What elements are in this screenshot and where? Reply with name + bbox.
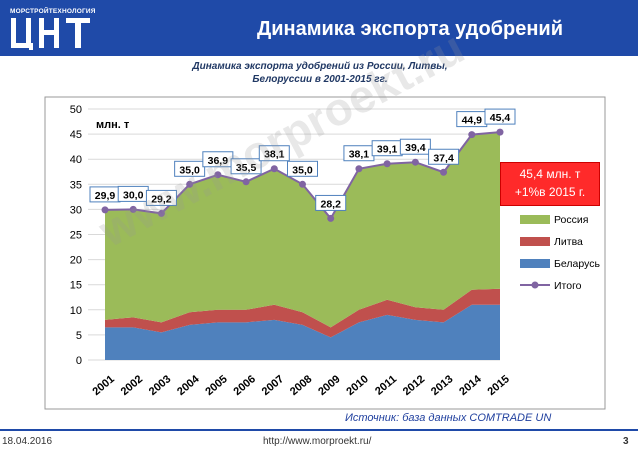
total-point [327, 214, 335, 222]
data-label-box [428, 148, 460, 165]
total-point [129, 205, 137, 213]
area-Литва [105, 288, 500, 338]
data-label: 35,5 [236, 162, 257, 174]
data-label-box [287, 160, 318, 177]
total-point [440, 168, 448, 176]
y-tick-label: 5 [76, 330, 82, 342]
legend-label: Россия [554, 214, 588, 226]
data-label-box [399, 138, 431, 155]
company-logo: МОРСТРОЙТЕХНОЛОГИЯ [3, 3, 97, 51]
total-point [157, 209, 165, 217]
legend-label: Беларусь [554, 258, 600, 270]
total-point [270, 165, 278, 173]
y-tick-label: 35 [70, 179, 82, 191]
total-point [214, 171, 222, 179]
total-point [299, 180, 306, 188]
y-tick-label: 25 [70, 230, 82, 242]
data-label: 36,9 [208, 155, 229, 167]
y-tick-label: 0 [76, 355, 82, 367]
legend-marker [531, 281, 539, 289]
slide-title: Динамика экспорта удобрений [256, 18, 564, 40]
y-tick-label: 50 [70, 104, 82, 116]
data-label-box [484, 108, 516, 125]
data-label: 45,4 [490, 112, 511, 124]
source-note: Источник: база данных COMTRADE UN [345, 412, 552, 424]
data-label: 38,1 [349, 149, 370, 161]
logo-mark-icon [11, 18, 90, 50]
data-label-box [258, 145, 290, 162]
data-label-box [145, 189, 177, 206]
y-tick-label: 40 [70, 154, 82, 166]
data-label: 28,2 [320, 198, 341, 210]
area-Беларусь [105, 304, 500, 360]
y-axis-label: млн. т [96, 119, 130, 131]
y-tick-label: 20 [70, 255, 82, 267]
data-label: 29,9 [95, 190, 116, 202]
data-label: 30,0 [123, 189, 144, 201]
data-label: 44,9 [462, 115, 483, 127]
total-point [496, 128, 504, 136]
total-point [101, 206, 109, 214]
data-label: 37,4 [433, 152, 454, 164]
y-tick-label: 45 [70, 129, 82, 141]
y-tick-label: 30 [70, 204, 82, 216]
data-label-box [174, 160, 206, 177]
y-tick-label: 10 [70, 305, 82, 317]
legend-swatch [520, 215, 550, 224]
total-point [186, 180, 194, 188]
total-point [355, 165, 363, 173]
page-number: 3 [623, 436, 629, 447]
footer-url[interactable]: http://www.morproekt.ru/ [263, 436, 372, 447]
data-label: 39,4 [405, 142, 426, 154]
chart-title-line-2: Белоруссии в 2001-2015 гг. [252, 74, 388, 85]
footer-date: 18.04.2016 [2, 436, 53, 447]
data-label: 39,1 [377, 144, 398, 156]
total-point [383, 160, 391, 168]
data-label-box [315, 194, 347, 211]
total-point [411, 158, 419, 166]
callout-2015: 45,4 млн. т +1%в 2015 г. [500, 162, 600, 206]
legend-swatch [520, 259, 550, 268]
logo-caption: МОРСТРОЙТЕХНОЛОГИЯ [10, 8, 96, 15]
data-label: 29,2 [151, 193, 172, 205]
legend-label: Литва [554, 236, 583, 248]
data-label: 35,0 [292, 164, 313, 176]
footer: 18.04.2016 http://www.morproekt.ru/ 3 [0, 429, 638, 453]
area-Россия [105, 132, 500, 328]
header-band [0, 0, 638, 56]
callout-line-1: 45,4 млн. т [519, 167, 581, 181]
total-point [242, 178, 250, 186]
y-tick-label: 15 [70, 280, 82, 292]
legend-swatch [520, 237, 550, 246]
chart-title: Динамика экспорта удобрений из России, Л… [150, 60, 490, 86]
data-label: 35,0 [179, 164, 200, 176]
data-label-box [230, 158, 262, 175]
data-label: 38,1 [264, 149, 285, 161]
legend-label: Итого [554, 280, 582, 292]
callout-line-2: +1%в 2015 г. [514, 185, 586, 199]
chart-title-line-1: Динамика экспорта удобрений из России, Л… [192, 61, 448, 72]
total-point [468, 131, 476, 139]
